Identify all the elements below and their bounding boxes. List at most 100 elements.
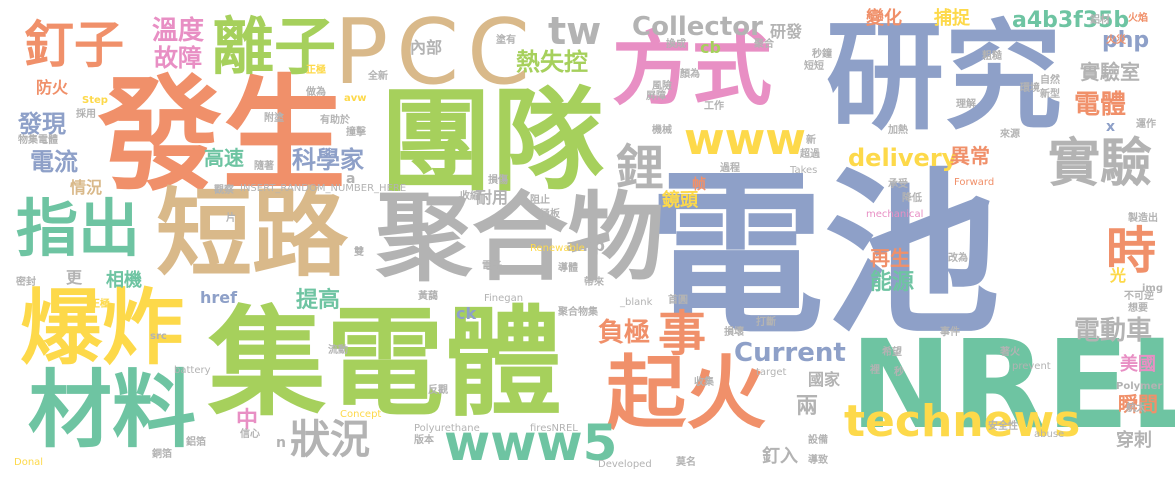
word: 超過: [800, 149, 820, 160]
word: 物集電體: [18, 135, 58, 146]
word: a4b3f35b: [1012, 8, 1130, 33]
word: Concept: [340, 409, 382, 420]
word: 時: [1106, 222, 1156, 280]
word: 理解: [956, 99, 976, 110]
word: 指出: [16, 192, 141, 265]
word: Polymer: [1116, 381, 1163, 392]
word: 研究: [826, 8, 1063, 146]
word: 承受: [888, 179, 908, 190]
word: battery: [174, 365, 211, 376]
word: 聚合物: [376, 182, 664, 294]
word: 起火: [606, 347, 766, 440]
word: 粗糙: [982, 51, 1002, 62]
word: 狀況: [290, 417, 370, 463]
word: 極板: [540, 209, 560, 220]
word: 自然: [1040, 75, 1060, 86]
word: 正極: [306, 65, 326, 76]
word: 鏡頭: [662, 190, 698, 211]
word: 集電體: [208, 294, 563, 432]
word: 變化: [866, 8, 902, 29]
word: 電流: [30, 148, 78, 176]
word: amp: [566, 236, 605, 255]
word: 製造出: [1128, 213, 1158, 224]
word: 研發: [770, 22, 803, 41]
word: 過程: [720, 163, 740, 174]
word: 能源: [870, 270, 915, 295]
word: 運作: [1136, 119, 1156, 130]
word: 短路: [156, 178, 348, 290]
word: 改為: [948, 253, 968, 264]
word: 隨著: [254, 161, 274, 172]
word: 黃藹: [418, 291, 438, 302]
word: NREL: [850, 314, 1175, 456]
word: 高速: [204, 146, 244, 170]
word: Takes: [790, 165, 818, 176]
word: 實驗室: [1080, 60, 1140, 84]
word: 光: [1110, 266, 1127, 285]
word: 銅箔: [152, 449, 172, 460]
word: 火焰: [1128, 13, 1148, 24]
word: 新型: [1040, 89, 1060, 100]
word: 提高: [296, 288, 341, 313]
word: mechanical: [866, 209, 924, 220]
word: 科學家: [292, 146, 364, 174]
word: Step: [82, 95, 108, 106]
word: 事件: [940, 327, 960, 338]
word: 風險: [652, 81, 672, 92]
word: 有助於: [320, 115, 350, 126]
word: 實驗: [1048, 134, 1153, 194]
word: 秒鐘: [812, 49, 832, 60]
word: www: [684, 114, 806, 165]
word: Renewable: [530, 243, 585, 254]
word: 打斷: [756, 317, 776, 328]
word: 設備: [808, 435, 828, 446]
word: 電動車: [1074, 316, 1153, 346]
word: x: [1106, 119, 1116, 135]
word: prevent: [1012, 361, 1051, 372]
word: ck: [456, 304, 477, 323]
word: 新: [806, 135, 816, 146]
word: 釘子: [24, 16, 124, 74]
word: 顏為: [680, 69, 700, 80]
word: 全新: [368, 71, 388, 82]
word: href: [200, 288, 238, 307]
word: 瞬間: [1118, 392, 1158, 416]
word: INSERT_RANDOM_NUMBER_HERE: [240, 183, 407, 194]
word: target: [756, 367, 787, 378]
word: 中: [236, 408, 259, 433]
word: Donal: [14, 457, 44, 468]
word: 流動: [328, 345, 348, 356]
word: 方式: [612, 23, 772, 116]
word: 防火: [36, 78, 69, 97]
word: n: [276, 435, 286, 451]
word: 正極: [90, 299, 110, 310]
word: a: [346, 171, 356, 187]
word: 鋁箔: [186, 437, 206, 448]
word: 撞擊: [346, 127, 366, 138]
word: 阻止: [530, 195, 550, 206]
word: 情況: [70, 178, 103, 197]
word: 航太: [1126, 403, 1146, 414]
word: 工作: [704, 101, 724, 112]
word: 屏障: [646, 91, 666, 102]
word: Polyurethane: [414, 423, 480, 434]
word: 發生: [98, 64, 347, 208]
word: 首圓: [668, 295, 688, 306]
word: 來源: [1000, 129, 1020, 140]
word: 附塗: [264, 113, 284, 124]
word: 再生: [870, 246, 910, 270]
word: Forward: [954, 177, 995, 188]
word: 發現: [18, 110, 66, 138]
word: 事: [658, 306, 707, 362]
word: www5: [444, 414, 618, 472]
word: 材料: [28, 361, 197, 459]
word: 想要: [1128, 303, 1148, 314]
word: 離子: [212, 10, 337, 83]
word: Developed: [598, 459, 652, 470]
word: Finegan: [484, 293, 524, 304]
word: 希望: [882, 347, 902, 358]
word: PCC: [334, 0, 538, 105]
word: 電體: [1074, 90, 1127, 120]
word: 反觀: [428, 385, 448, 396]
